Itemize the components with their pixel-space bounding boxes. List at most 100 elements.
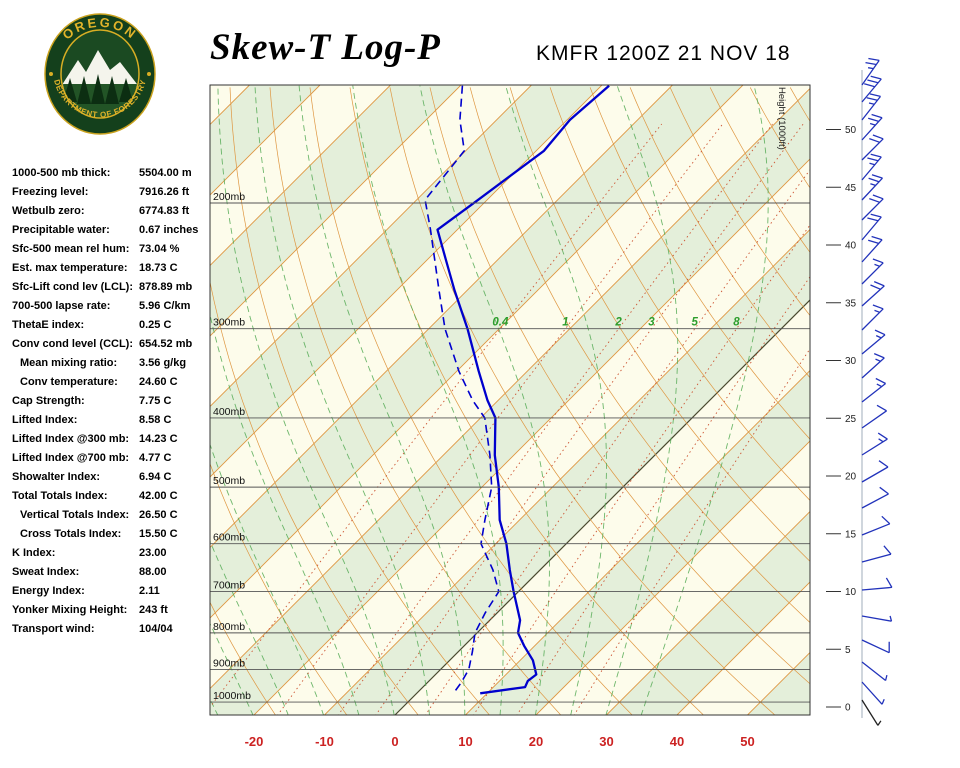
moist-adiabat-line bbox=[210, 697, 219, 715]
isotherm-line bbox=[0, 85, 109, 715]
index-row: Freezing level: 7916.26 ft bbox=[12, 186, 212, 205]
index-row: Cap Strength: 7.75 C bbox=[12, 395, 212, 414]
index-label: Conv cond level (CCL): bbox=[12, 338, 134, 350]
moist-adiabat-line bbox=[217, 85, 395, 715]
height-tick-label: 50 bbox=[845, 125, 857, 136]
wind-barb bbox=[861, 639, 890, 654]
dry-adiabat-line bbox=[469, 87, 810, 623]
index-value: 42.00 C bbox=[139, 490, 178, 502]
height-tick-label: 20 bbox=[845, 472, 857, 483]
wind-barb bbox=[861, 545, 892, 563]
mixing-ratio-label: 0.4 bbox=[492, 317, 509, 329]
index-value: 18.73 C bbox=[139, 262, 178, 274]
isotherm-line bbox=[210, 85, 603, 478]
wind-barb bbox=[861, 153, 882, 181]
index-value: 23.00 bbox=[139, 547, 167, 559]
dry-adiabat-line bbox=[210, 601, 276, 715]
index-row: Sweat Index: 88.00 bbox=[12, 566, 212, 585]
moist-adiabat-line bbox=[254, 85, 430, 715]
index-value: 878.89 mb bbox=[139, 281, 193, 293]
dry-adiabat-line bbox=[229, 87, 490, 715]
index-value: 6.94 C bbox=[139, 471, 172, 483]
index-label: 1000-500 mb thick: bbox=[12, 167, 111, 179]
dry-adiabat-line bbox=[210, 280, 419, 715]
index-row: Mean mixing ratio: 3.56 g/kg bbox=[12, 357, 212, 376]
wind-barb bbox=[861, 57, 880, 86]
chart-grid-layer: 0.4 1 2 3 5 8 bbox=[0, 85, 810, 715]
index-value: 5.96 C/km bbox=[139, 300, 191, 312]
index-label: K Index: bbox=[12, 547, 56, 559]
pressure-label: 400mb bbox=[213, 406, 245, 418]
moist-adiabat-line bbox=[505, 85, 607, 715]
wind-barb bbox=[861, 75, 882, 103]
index-value: 654.52 mb bbox=[139, 338, 193, 350]
index-value: 5504.00 m bbox=[139, 167, 192, 179]
pressure-label: 300mb bbox=[213, 317, 245, 329]
mixing-ratio-label: 5 bbox=[691, 317, 698, 329]
dry-adiabat-line bbox=[509, 87, 810, 562]
isotherm-line bbox=[0, 85, 179, 715]
isotherm-line bbox=[210, 85, 532, 408]
index-label: ThetaE index: bbox=[12, 319, 85, 331]
logo-dot-left bbox=[49, 72, 53, 76]
index-label: Cross Totals Index: bbox=[20, 528, 122, 540]
index-value: 73.04 % bbox=[139, 243, 180, 255]
mixing-ratio-line bbox=[516, 276, 810, 715]
temperature-tick-label: 50 bbox=[740, 734, 754, 749]
wind-barb bbox=[861, 113, 883, 141]
moist-adiabat-line bbox=[605, 85, 679, 715]
index-value: 8.58 C bbox=[139, 414, 172, 426]
index-row: Sfc-500 mean rel hum: 73.04 % bbox=[12, 243, 212, 262]
dry-adiabat-line bbox=[589, 87, 810, 440]
index-row: Showalter Index: 6.94 C bbox=[12, 471, 212, 490]
isotherm-line bbox=[210, 85, 744, 619]
index-row: Energy Index: 2.11 bbox=[12, 585, 212, 604]
index-value: 4.77 C bbox=[139, 452, 172, 464]
isotherm-line bbox=[676, 581, 810, 715]
wind-barb bbox=[861, 281, 885, 307]
index-value: 7.75 C bbox=[139, 395, 172, 407]
index-label: Est. max temperature: bbox=[12, 262, 128, 274]
odf-logo: OREGON DEPARTMENT OF FORESTRY bbox=[44, 13, 156, 135]
height-tick-label: 40 bbox=[845, 241, 857, 252]
pressure-label: 1000mb bbox=[213, 690, 251, 702]
height-tick-label: 30 bbox=[845, 356, 857, 367]
index-value: 88.00 bbox=[139, 566, 167, 578]
index-value: 6774.83 ft bbox=[139, 205, 190, 217]
index-value: 14.23 C bbox=[139, 433, 178, 445]
wind-barb bbox=[861, 460, 889, 483]
dry-adiabat-line bbox=[789, 87, 810, 122]
dry-adiabat-line bbox=[669, 87, 810, 317]
index-value: 26.50 C bbox=[139, 509, 178, 521]
index-row: Transport wind: 104/04 bbox=[12, 623, 212, 642]
isotherm-line bbox=[210, 85, 321, 196]
dry-adiabat-line bbox=[429, 87, 810, 685]
wind-barb bbox=[861, 353, 885, 379]
isotherm-line bbox=[210, 87, 810, 690]
index-value: 2.11 bbox=[139, 585, 160, 597]
isotherm-line bbox=[210, 85, 673, 549]
mixing-ratio-label: 2 bbox=[614, 317, 622, 329]
moist-adiabat-line bbox=[352, 85, 504, 715]
index-label: Showalter Index: bbox=[12, 471, 101, 483]
index-value: 243 ft bbox=[139, 604, 168, 616]
height-tick-label: 15 bbox=[845, 529, 857, 540]
index-value: 0.25 C bbox=[139, 319, 172, 331]
index-row: Conv cond level (CCL): 654.52 mb bbox=[12, 338, 212, 357]
index-label: Total Totals Index: bbox=[12, 490, 108, 502]
index-row: Sfc-Lift cond lev (LCL): 878.89 mb bbox=[12, 281, 212, 300]
index-label: Vertical Totals Index: bbox=[20, 509, 130, 521]
index-row: Est. max temperature: 18.73 C bbox=[12, 262, 212, 281]
dry-adiabat-line bbox=[210, 462, 348, 715]
temperature-tick-label: 40 bbox=[670, 734, 684, 749]
wind-barb bbox=[861, 258, 884, 285]
isotherm-line bbox=[465, 369, 810, 715]
index-label: Freezing level: bbox=[12, 186, 89, 198]
moist-adiabat-line bbox=[210, 540, 289, 715]
index-row: Lifted Index @700 mb: 4.77 C bbox=[12, 452, 212, 471]
wind-barb bbox=[861, 661, 888, 682]
temperature-tick-label: 30 bbox=[599, 734, 613, 749]
temperature-tick-label: 0 bbox=[391, 734, 398, 749]
height-tick-label: 35 bbox=[845, 298, 857, 309]
